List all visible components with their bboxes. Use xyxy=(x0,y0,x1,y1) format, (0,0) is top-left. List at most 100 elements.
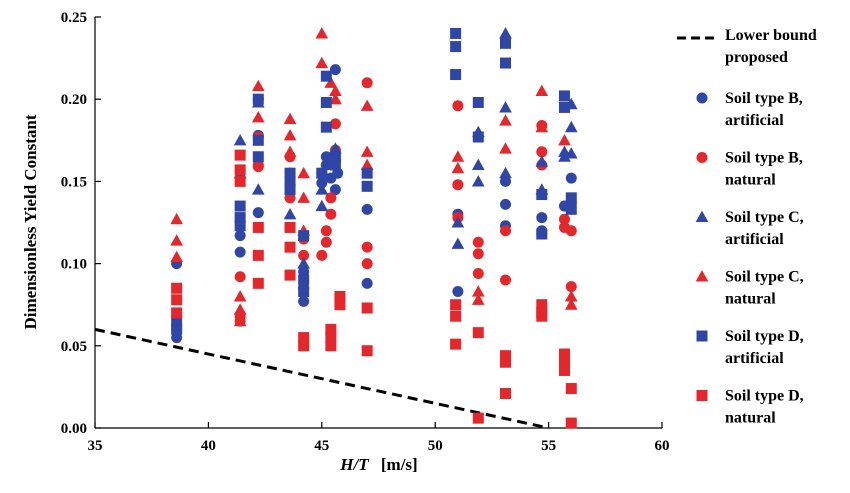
data-point-square-red xyxy=(252,221,264,233)
data-point-triangle-blue xyxy=(283,207,297,220)
data-point-triangle-red xyxy=(297,191,310,203)
data-point-circle-red xyxy=(472,248,484,260)
data-point-triangle-red xyxy=(451,161,465,174)
data-point-triangle-blue xyxy=(564,147,578,159)
x-tick-label: 60 xyxy=(655,438,670,454)
data-point-triangle-blue xyxy=(564,120,578,133)
data-point-triangle-red xyxy=(499,142,512,154)
data-point-triangle-red xyxy=(233,314,247,327)
y-tick-label: 0.10 xyxy=(61,257,87,273)
data-point-triangle-blue xyxy=(499,27,512,39)
legend-label: Soil type B, xyxy=(725,90,803,107)
data-point-triangle-red xyxy=(324,76,338,88)
data-point-circle-red xyxy=(361,241,373,253)
data-point-triangle-red xyxy=(499,114,512,126)
data-point-circle-red xyxy=(361,258,373,270)
data-point-square-red xyxy=(500,387,512,399)
legend-label: Soil type D, xyxy=(725,328,804,345)
data-point-square-red xyxy=(284,241,296,253)
data-point-square-blue xyxy=(558,90,570,102)
x-tick-label: 50 xyxy=(428,438,443,454)
data-point-circle-red xyxy=(500,274,512,286)
data-point-square-blue xyxy=(565,203,577,215)
y-tick-label: 0.00 xyxy=(61,421,87,437)
data-points xyxy=(170,27,578,429)
data-point-square-blue xyxy=(320,121,332,133)
data-point-triangle-blue xyxy=(233,133,247,146)
data-point-square-red xyxy=(234,175,246,187)
data-point-triangle-red xyxy=(283,129,297,141)
data-point-square-blue xyxy=(500,57,512,69)
data-point-triangle-red xyxy=(315,27,329,39)
data-point-circle-red xyxy=(500,225,512,237)
legend-label: artificial xyxy=(725,112,784,129)
data-point-triangle-red xyxy=(170,234,183,246)
y-tick-label: 0.05 xyxy=(61,339,87,355)
data-point-triangle-blue xyxy=(297,257,310,269)
data-point-square-red xyxy=(472,327,484,339)
data-point-triangle-blue xyxy=(320,158,333,171)
data-point-square-blue xyxy=(252,134,264,146)
data-point-square-red xyxy=(298,340,310,352)
data-point-triangle-red xyxy=(283,112,297,124)
data-point-square-blue xyxy=(361,180,373,192)
data-point-circle-blue xyxy=(234,230,246,242)
data-point-square-red xyxy=(450,338,462,350)
data-point-circle-blue xyxy=(320,151,332,163)
data-point-triangle-red xyxy=(283,145,297,157)
legend-label: Soil type B, xyxy=(725,150,803,167)
data-point-square-red xyxy=(171,294,183,306)
data-point-square-red xyxy=(361,302,373,314)
data-point-circle-red xyxy=(452,100,464,112)
data-point-square-blue xyxy=(284,175,296,187)
data-point-triangle-blue xyxy=(471,158,485,171)
data-point-triangle-blue xyxy=(315,183,329,195)
data-point-square-blue xyxy=(329,159,341,171)
data-point-circle-red xyxy=(452,179,464,191)
data-point-circle-red xyxy=(565,281,577,293)
data-point-square-red xyxy=(171,282,183,294)
data-point-circle-blue xyxy=(500,175,512,187)
legend-label: Soil type D, xyxy=(725,388,804,405)
data-point-triangle-blue xyxy=(251,183,265,195)
data-point-square-red xyxy=(284,269,296,281)
data-point-square-red xyxy=(284,221,296,233)
data-point-circle-red xyxy=(320,225,332,237)
data-point-square-blue xyxy=(558,101,570,113)
lower-bound-line-group xyxy=(94,327,549,430)
data-point-triangle-red xyxy=(233,290,247,302)
data-point-square-red xyxy=(536,299,548,311)
data-point-circle-blue xyxy=(329,184,341,196)
data-point-square-red xyxy=(500,356,512,368)
data-point-circle-red xyxy=(329,118,341,130)
data-point-triangle-red xyxy=(329,84,342,97)
legend-swatch xyxy=(696,92,708,104)
data-point-square-blue xyxy=(171,315,183,327)
data-point-square-blue xyxy=(450,69,462,81)
data-point-triangle-red xyxy=(471,293,485,305)
legend-swatch xyxy=(696,152,708,163)
data-point-square-blue xyxy=(316,167,328,179)
x-axis-title-unit: [m/s] xyxy=(381,455,418,474)
data-point-square-blue xyxy=(298,286,310,298)
data-point-triangle-red xyxy=(360,99,374,111)
data-point-triangle-red xyxy=(471,285,485,297)
data-point-square-red xyxy=(361,345,373,357)
data-point-circle-blue xyxy=(500,198,512,210)
data-point-square-blue xyxy=(450,41,462,53)
data-point-circle-blue xyxy=(234,246,246,258)
data-point-square-blue xyxy=(329,151,341,163)
legend: Lower bound proposed Soil type B, artificia… xyxy=(677,27,817,427)
data-point-square-blue xyxy=(234,212,246,224)
data-point-triangle-red xyxy=(329,92,342,105)
data-point-triangle-red xyxy=(535,120,549,133)
data-point-square-red xyxy=(298,332,310,344)
data-point-triangle-red xyxy=(170,250,183,263)
y-tick-label: 0.15 xyxy=(61,174,87,190)
data-point-triangle-blue xyxy=(315,199,329,212)
data-point-square-red xyxy=(565,417,577,429)
data-point-triangle-blue xyxy=(451,216,465,228)
data-point-square-blue xyxy=(320,70,332,82)
data-point-square-red xyxy=(325,323,337,335)
